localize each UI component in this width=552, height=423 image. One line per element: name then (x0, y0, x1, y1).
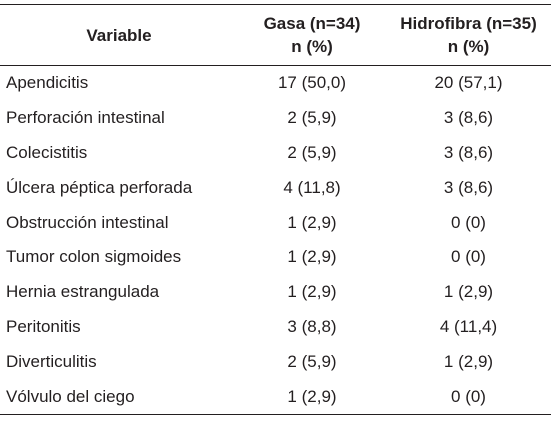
cell-variable: Vólvulo del ciego (6, 386, 135, 406)
table-row: Vólvulo del ciego 1 (2,9) 0 (0) (0, 379, 551, 415)
cell-variable: Peritonitis (6, 316, 81, 336)
cell-variable: Diverticulitis (6, 351, 97, 371)
header-hidrofibra: Hidrofibra (n=35) n (%) (386, 5, 551, 66)
cell-variable: Úlcera péptica perforada (6, 177, 193, 197)
cell-gasa: 2 (5,9) (287, 108, 337, 128)
header-variable-label: Variable (86, 25, 152, 45)
header-variable: Variable (0, 5, 238, 66)
cell-hidrofibra: 3 (8,6) (443, 142, 494, 162)
table-row: Colecistitis 2 (5,9) 3 (8,6) (0, 136, 551, 171)
cell-hidrofibra: 0 (0) (451, 386, 486, 406)
table-row: Peritonitis 3 (8,8) 4 (11,4) (0, 310, 551, 345)
cell-hidrofibra: 1 (2,9) (443, 282, 494, 302)
cell-variable: Apendicitis (6, 73, 89, 93)
cell-variable: Tumor colon sigmoides (6, 247, 182, 267)
table-header: Variable Gasa (n=34) n (%) Hidrofibra (n… (0, 4, 551, 66)
table-row: Obstrucción intestinal 1 (2,9) 0 (0) (0, 205, 551, 240)
cell-hidrofibra: 3 (8,6) (443, 108, 494, 128)
table-row: Tumor colon sigmoides 1 (2,9) 0 (0) (0, 240, 551, 275)
header-row: Variable Gasa (n=34) n (%) Hidrofibra (n… (0, 4, 551, 66)
cell-gasa: 2 (5,9) (287, 142, 337, 162)
cell-hidrofibra: 4 (11,4) (439, 316, 498, 336)
table-row: Apendicitis 17 (50,0) 20 (57,1) (0, 66, 551, 101)
cell-gasa: 2 (5,9) (287, 351, 337, 371)
cell-hidrofibra: 0 (0) (451, 247, 486, 267)
cell-hidrofibra: 20 (57,1) (434, 73, 503, 93)
table-row: Perforación intestinal 2 (5,9) 3 (8,6) (0, 101, 551, 136)
table-row: Hernia estrangulada 1 (2,9) 1 (2,9) (0, 275, 551, 310)
cell-hidrofibra: 1 (2,9) (443, 351, 494, 371)
cell-variable: Hernia estrangulada (6, 282, 160, 302)
header-hidrofibra-title: Hidrofibra (n=35) (400, 14, 537, 33)
header-gasa: Gasa (n=34) n (%) (238, 5, 386, 66)
cell-hidrofibra: 3 (8,6) (443, 177, 494, 197)
cell-gasa: 1 (2,9) (287, 247, 337, 267)
cell-gasa: 1 (2,9) (287, 282, 337, 302)
header-gasa-title: Gasa (n=34) (263, 14, 361, 33)
results-table: Variable Gasa (n=34) n (%) Hidrofibra (n… (0, 4, 551, 415)
cell-gasa: 4 (11,8) (283, 177, 341, 197)
cell-gasa: 17 (50,0) (277, 73, 347, 93)
cell-gasa: 1 (2,9) (287, 386, 337, 406)
cell-hidrofibra: 0 (0) (451, 212, 486, 232)
table-row: Diverticulitis 2 (5,9) 1 (2,9) (0, 344, 551, 379)
table-body: Apendicitis 17 (50,0) 20 (57,1) Perforac… (0, 66, 551, 415)
header-gasa-unit: n (%) (291, 37, 333, 56)
cell-variable: Perforación intestinal (6, 108, 165, 128)
table-row: Úlcera péptica perforada 4 (11,8) 3 (8,6… (0, 170, 551, 205)
cell-variable: Colecistitis (6, 142, 88, 162)
cell-gasa: 1 (2,9) (287, 212, 337, 232)
header-hidrofibra-unit: n (%) (447, 37, 490, 56)
cell-variable: Obstrucción intestinal (6, 212, 169, 232)
cell-gasa: 3 (8,8) (287, 316, 337, 336)
